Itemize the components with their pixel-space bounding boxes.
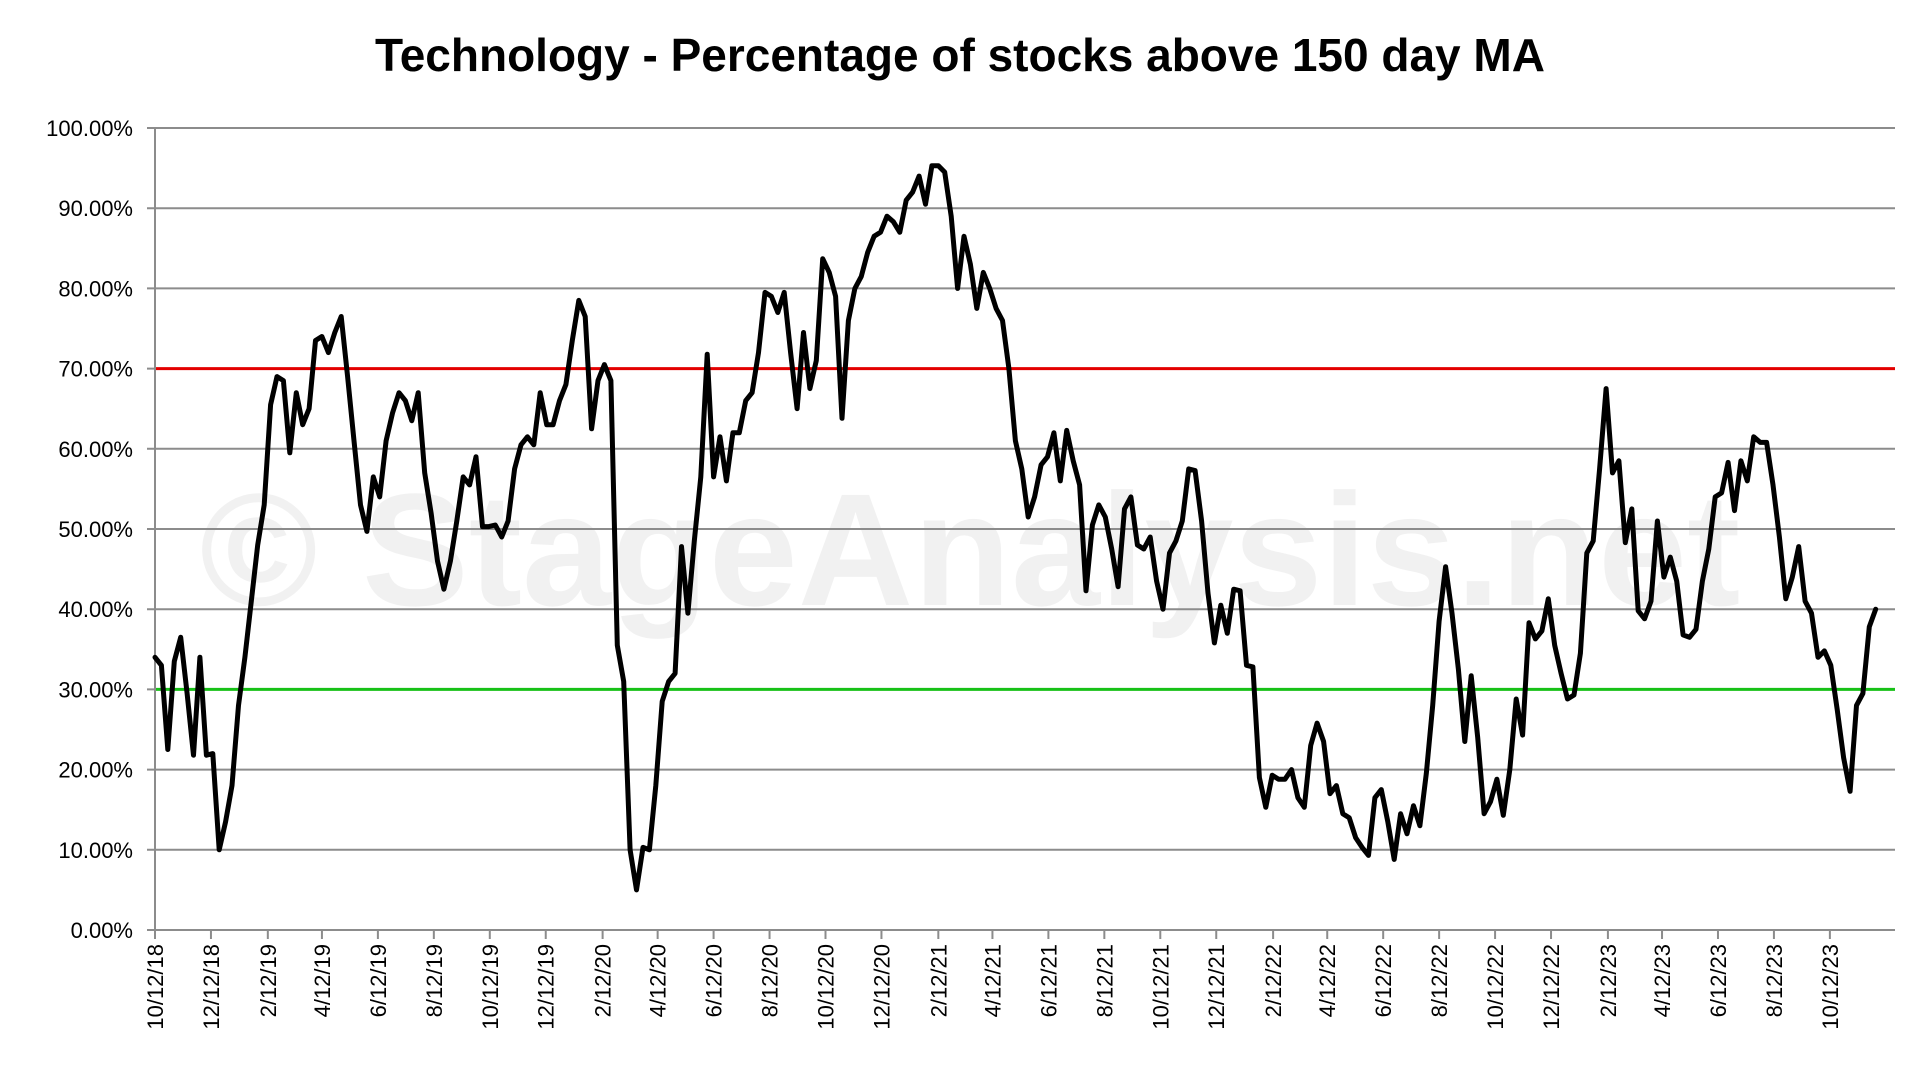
- x-tick-label: 6/12/20: [702, 944, 727, 1017]
- x-tick-label: 4/12/23: [1650, 944, 1675, 1017]
- x-tick-label: 10/12/20: [814, 944, 839, 1030]
- x-tick-label: 6/12/19: [366, 944, 391, 1017]
- x-tick-label: 12/12/22: [1539, 944, 1564, 1030]
- x-tick-label: 6/12/21: [1036, 944, 1061, 1017]
- x-tick-label: 4/12/21: [980, 944, 1005, 1017]
- series-layer: [152, 163, 1879, 893]
- x-tick-label: 2/12/19: [256, 944, 281, 1017]
- x-tick-label: 10/12/19: [478, 944, 503, 1030]
- x-tick-label: 6/12/22: [1371, 944, 1396, 1017]
- y-axis-ticks: 0.00% 10.00% 20.00% 30.00% 40.00% 50.00% 60.00…: [46, 116, 133, 943]
- x-tick-label: 12/12/21: [1204, 944, 1229, 1030]
- y-tick-label: 10.00%: [58, 838, 133, 863]
- x-tick-label: 10/12/23: [1818, 944, 1843, 1030]
- x-tick-label: 8/12/22: [1427, 944, 1452, 1017]
- x-tick-label: 2/12/22: [1261, 944, 1286, 1017]
- y-tick-label: 30.00%: [58, 677, 133, 702]
- y-tick-label: 20.00%: [58, 758, 133, 783]
- y-tick-label: 90.00%: [58, 196, 133, 221]
- x-tick-label: 2/12/23: [1596, 944, 1621, 1017]
- x-tick-label: 8/12/20: [758, 944, 783, 1017]
- y-tick-label: 0.00%: [71, 918, 133, 943]
- x-tick-label: 4/12/19: [310, 944, 335, 1017]
- x-tick-label: 2/12/20: [591, 944, 616, 1017]
- x-tick-label: 12/12/20: [869, 944, 894, 1030]
- y-tick-label: 40.00%: [58, 597, 133, 622]
- x-tick-label: 8/12/23: [1762, 944, 1787, 1017]
- x-tick-label: 6/12/23: [1706, 944, 1731, 1017]
- x-tick-label: 12/12/18: [199, 944, 224, 1030]
- series-line-0: [152, 163, 1879, 893]
- x-tick-label: 4/12/20: [646, 944, 671, 1017]
- chart-title: Technology - Percentage of stocks above …: [375, 29, 1545, 81]
- x-axis-ticks: 10/12/18 12/12/18 2/12/19 4/12/19 6/12/19 8/1…: [143, 930, 1843, 1030]
- y-tick-label: 60.00%: [58, 437, 133, 462]
- watermark: © StageAnalysis.net: [200, 460, 1741, 639]
- x-tick-label: 10/12/22: [1483, 944, 1508, 1030]
- x-tick-label: 10/12/21: [1148, 944, 1173, 1030]
- x-tick-label: 8/12/21: [1092, 944, 1117, 1017]
- y-tick-label: 70.00%: [58, 357, 133, 382]
- y-tick-label: 80.00%: [58, 276, 133, 301]
- x-tick-label: 4/12/22: [1315, 944, 1340, 1017]
- x-tick-label: 10/12/18: [143, 944, 168, 1030]
- x-tick-label: 12/12/19: [534, 944, 559, 1030]
- watermark-layer: © StageAnalysis.net: [200, 460, 1741, 639]
- x-tick-label: 8/12/19: [422, 944, 447, 1017]
- reference-lines: [155, 367, 1895, 691]
- y-tick-label: 50.00%: [58, 517, 133, 542]
- y-tick-label: 100.00%: [46, 116, 133, 141]
- x-tick-label: 2/12/21: [926, 944, 951, 1017]
